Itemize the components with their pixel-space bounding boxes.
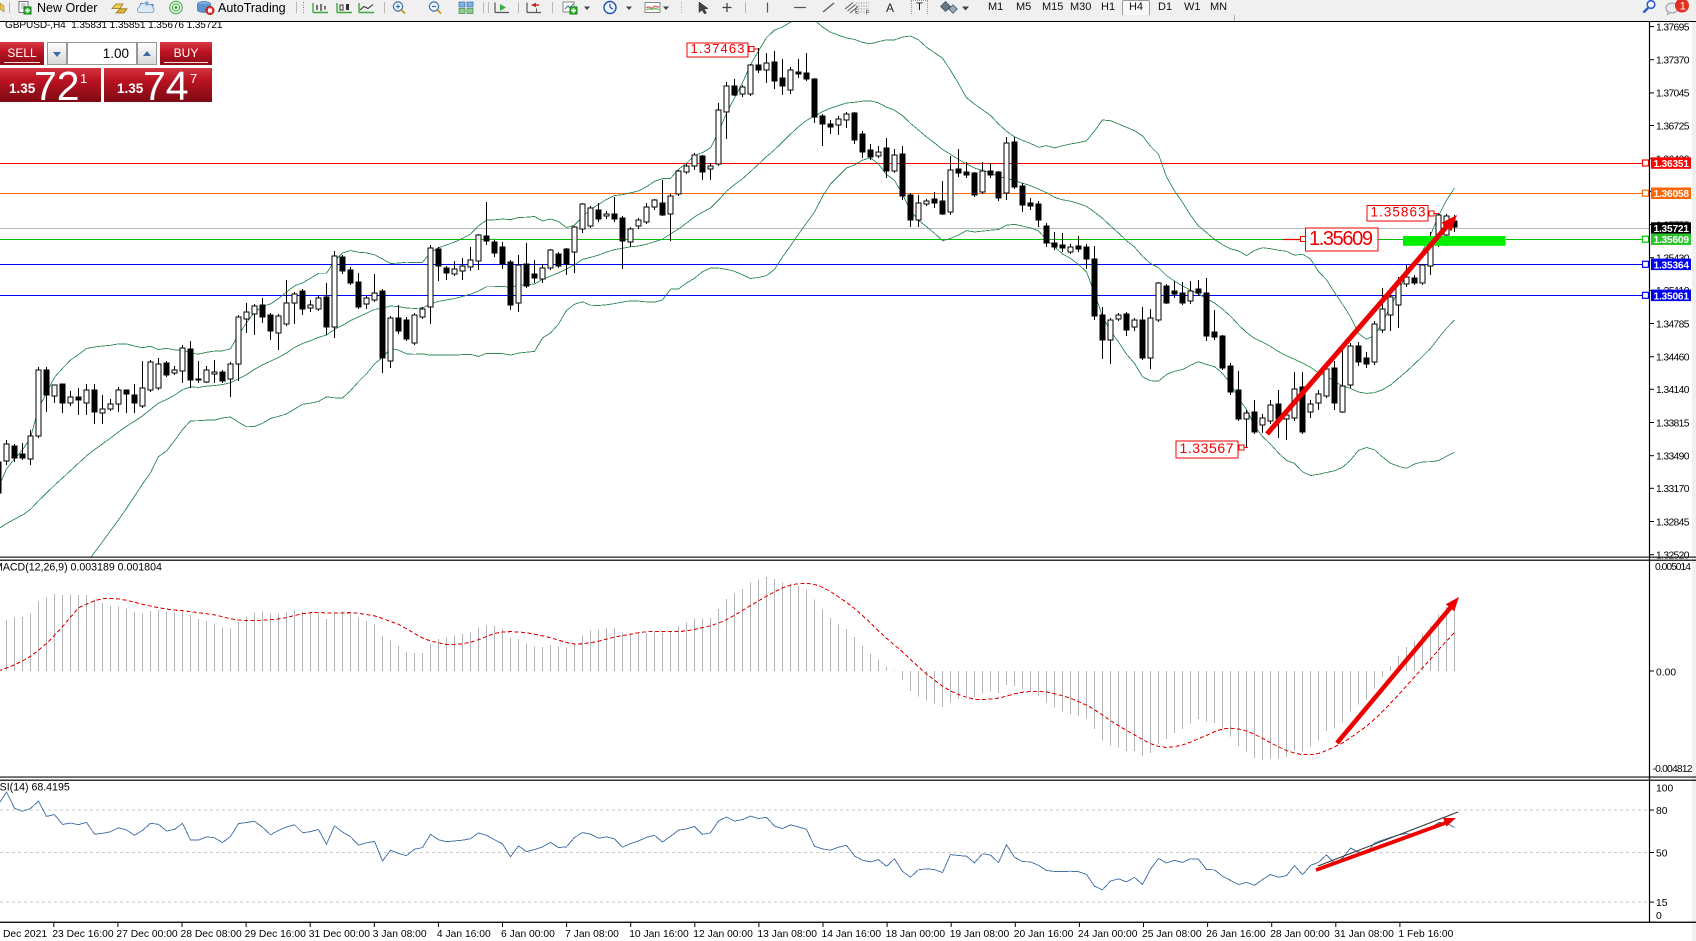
svg-text:1.34785: 1.34785 bbox=[1656, 319, 1690, 330]
svg-text:1.37370: 1.37370 bbox=[1656, 56, 1690, 67]
svg-text:1.36725: 1.36725 bbox=[1656, 121, 1690, 132]
svg-text:New Order: New Order bbox=[37, 1, 97, 15]
svg-text:1.37045: 1.37045 bbox=[1656, 89, 1690, 100]
svg-text:31 Dec 00:00: 31 Dec 00:00 bbox=[309, 929, 371, 940]
svg-text:1.34140: 1.34140 bbox=[1656, 385, 1690, 396]
svg-text:1.33170: 1.33170 bbox=[1656, 484, 1690, 495]
svg-text:1 Feb 16:00: 1 Feb 16:00 bbox=[1398, 929, 1453, 940]
svg-text:1: 1 bbox=[1680, 1, 1686, 13]
svg-text:18 Jan 00:00: 18 Jan 00:00 bbox=[886, 929, 946, 940]
svg-text:1.35364: 1.35364 bbox=[1654, 260, 1690, 271]
svg-text:1.36058: 1.36058 bbox=[1654, 189, 1690, 200]
svg-text:1.34460: 1.34460 bbox=[1656, 353, 1690, 364]
svg-text:25 Jan 08:00: 25 Jan 08:00 bbox=[1142, 929, 1202, 940]
svg-text:31 Jan 08:00: 31 Jan 08:00 bbox=[1334, 929, 1394, 940]
svg-text:27 Dec 00:00: 27 Dec 00:00 bbox=[116, 929, 178, 940]
svg-text:1.35863: 1.35863 bbox=[1371, 205, 1426, 220]
svg-text:7 Jan 08:00: 7 Jan 08:00 bbox=[565, 929, 619, 940]
svg-text:1.35609: 1.35609 bbox=[1654, 235, 1690, 246]
svg-text:1.37695: 1.37695 bbox=[1656, 22, 1690, 33]
svg-text:RSI(14) 68.4195: RSI(14) 68.4195 bbox=[0, 782, 70, 794]
svg-text:1.35061: 1.35061 bbox=[1654, 291, 1690, 302]
svg-text:26 Jan 16:00: 26 Jan 16:00 bbox=[1206, 929, 1266, 940]
svg-text:0.00: 0.00 bbox=[1656, 668, 1676, 679]
svg-text:6 Jan 00:00: 6 Jan 00:00 bbox=[501, 929, 555, 940]
svg-text:1.37463: 1.37463 bbox=[691, 41, 745, 56]
svg-text:1.32845: 1.32845 bbox=[1656, 517, 1690, 528]
svg-text:10 Jan 16:00: 10 Jan 16:00 bbox=[629, 929, 689, 940]
svg-text:20 Jan 16:00: 20 Jan 16:00 bbox=[1014, 929, 1074, 940]
svg-text:80: 80 bbox=[1656, 806, 1668, 817]
svg-text:Dec 2021: Dec 2021 bbox=[3, 929, 47, 940]
svg-text:24 Jan 00:00: 24 Jan 00:00 bbox=[1078, 929, 1138, 940]
svg-text:3 Jan 08:00: 3 Jan 08:00 bbox=[373, 929, 427, 940]
svg-text:50: 50 bbox=[1656, 848, 1668, 859]
svg-text:E: E bbox=[855, 10, 859, 16]
svg-text:23 Dec 16:00: 23 Dec 16:00 bbox=[52, 929, 114, 940]
svg-text:28 Dec 08:00: 28 Dec 08:00 bbox=[181, 929, 243, 940]
svg-text:1.33567: 1.33567 bbox=[1180, 440, 1234, 456]
svg-text:1.33815: 1.33815 bbox=[1656, 418, 1690, 429]
svg-text:19 Jan 08:00: 19 Jan 08:00 bbox=[950, 929, 1010, 940]
svg-text:1.32520: 1.32520 bbox=[1656, 551, 1690, 562]
svg-text:1.36351: 1.36351 bbox=[1654, 159, 1690, 170]
svg-text:MACD(12,26,9) 0.003189 0.00180: MACD(12,26,9) 0.003189 0.001804 bbox=[0, 562, 162, 574]
svg-text:15: 15 bbox=[1656, 898, 1668, 909]
svg-text:1.33490: 1.33490 bbox=[1656, 452, 1690, 463]
svg-text:1.35721: 1.35721 bbox=[1654, 224, 1690, 235]
svg-text:100: 100 bbox=[1656, 784, 1673, 795]
svg-text:29 Dec 16:00: 29 Dec 16:00 bbox=[245, 929, 307, 940]
svg-text:14 Jan 16:00: 14 Jan 16:00 bbox=[822, 929, 882, 940]
svg-text:0.005014: 0.005014 bbox=[1655, 562, 1691, 573]
svg-text:-0.004812: -0.004812 bbox=[1653, 764, 1693, 775]
svg-text:1.35609: 1.35609 bbox=[1309, 228, 1373, 250]
svg-text:13 Jan 08:00: 13 Jan 08:00 bbox=[757, 929, 817, 940]
svg-text:12 Jan 00:00: 12 Jan 00:00 bbox=[693, 929, 753, 940]
svg-text:4 Jan 16:00: 4 Jan 16:00 bbox=[437, 929, 491, 940]
svg-text:AutoTrading: AutoTrading bbox=[218, 1, 286, 15]
svg-text:28 Jan 00:00: 28 Jan 00:00 bbox=[1270, 929, 1330, 940]
svg-text:F: F bbox=[866, 11, 870, 16]
svg-text:0: 0 bbox=[1656, 911, 1662, 922]
